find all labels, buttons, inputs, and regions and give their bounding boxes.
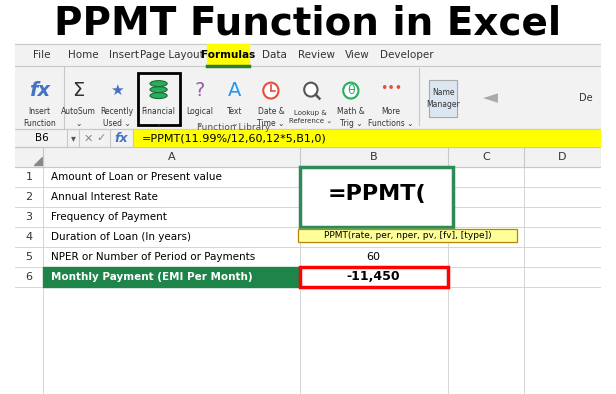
Text: Function Library: Function Library [197,123,270,132]
Text: 5: 5 [26,252,33,262]
Text: D: D [558,152,567,162]
Text: Monthly Payment (EMI Per Month): Monthly Payment (EMI Per Month) [51,271,253,282]
Text: View: View [345,50,370,60]
Text: C: C [482,152,490,162]
Text: Amount of Loan or Present value: Amount of Loan or Present value [51,172,222,182]
Bar [429,80,458,117]
Text: B: B [370,152,378,162]
Text: -11,450: -11,450 [347,270,400,283]
Text: Σ: Σ [73,81,85,100]
Bar [15,44,601,66]
Text: θ: θ [347,84,355,97]
Text: Logical
⌄: Logical ⌄ [186,107,213,128]
Text: Recently
Used ⌄: Recently Used ⌄ [100,107,133,128]
Text: Duration of Loan (In years): Duration of Loan (In years) [51,232,191,242]
Text: ✕: ✕ [83,133,93,143]
Ellipse shape [150,81,167,87]
Bar [301,167,453,227]
Bar [134,130,600,146]
Text: 60: 60 [367,252,381,262]
Text: ★: ★ [110,83,124,98]
Text: ◄: ◄ [483,88,498,107]
Text: AutoSum
⌄: AutoSum ⌄ [61,107,96,128]
Text: Developer: Developer [380,50,434,60]
Polygon shape [34,157,41,165]
Bar [301,267,448,286]
Text: PPMT Function in Excel: PPMT Function in Excel [54,5,562,43]
Text: File: File [33,50,51,60]
Circle shape [343,83,359,98]
Bar [429,80,458,117]
Text: Name
Manager: Name Manager [426,88,460,109]
Bar [301,167,453,227]
Text: Math &
Trig ⌄: Math & Trig ⌄ [337,107,365,128]
Ellipse shape [150,87,167,93]
Text: Frequency of Payment: Frequency of Payment [51,212,167,222]
Bar [15,66,601,129]
Text: •••: ••• [379,82,402,95]
Text: 3: 3 [26,212,33,222]
Text: PPMT(rate, per, nper, pv, [fv], [type]): PPMT(rate, per, nper, pv, [fv], [type]) [324,231,492,240]
Text: Insert
Function: Insert Function [23,107,56,128]
Text: Text
⌄: Text ⌄ [227,107,243,128]
Text: De: De [579,93,593,102]
Text: =PPMT(11.99%/12,60,12*5,B1,0): =PPMT(11.99%/12,60,12*5,B1,0) [142,133,326,143]
Text: ▾: ▾ [70,133,75,143]
Text: Review: Review [298,50,335,60]
Text: Annual Interest Rate: Annual Interest Rate [51,192,158,202]
Text: A: A [168,152,176,162]
Text: Insert: Insert [109,50,139,60]
Text: Page Layout: Page Layout [140,50,204,60]
Bar [15,129,601,147]
Ellipse shape [150,93,167,98]
Text: 1: 1 [26,172,33,182]
Text: Data: Data [262,50,287,60]
Text: =PPMT(: =PPMT( [327,184,426,204]
Circle shape [263,83,278,98]
Text: A: A [228,81,241,100]
Bar [137,72,179,125]
Bar [207,44,249,66]
Text: Formulas: Formulas [201,50,255,60]
Text: ?: ? [194,81,205,100]
Text: ✓: ✓ [97,133,106,143]
Text: B6: B6 [34,133,49,143]
Text: NPER or Number of Period or Payments: NPER or Number of Period or Payments [51,252,255,262]
Bar [299,229,517,242]
Bar [15,147,601,167]
Bar [15,147,601,394]
Text: Financial
⌄: Financial ⌄ [142,107,176,128]
Circle shape [304,83,317,97]
Bar [299,229,517,242]
Text: fx: fx [29,81,50,100]
Text: More
Functions ⌄: More Functions ⌄ [368,107,413,128]
Text: 6: 6 [26,271,33,282]
Text: Home: Home [68,50,99,60]
Bar [301,267,448,286]
Text: fx: fx [115,132,128,145]
Bar [43,267,301,286]
Text: 4: 4 [26,232,33,242]
Text: Date &
Time ⌄: Date & Time ⌄ [257,107,285,128]
Text: Lookup &
Reference ⌄: Lookup & Reference ⌄ [290,110,333,125]
Text: 2: 2 [26,192,33,202]
